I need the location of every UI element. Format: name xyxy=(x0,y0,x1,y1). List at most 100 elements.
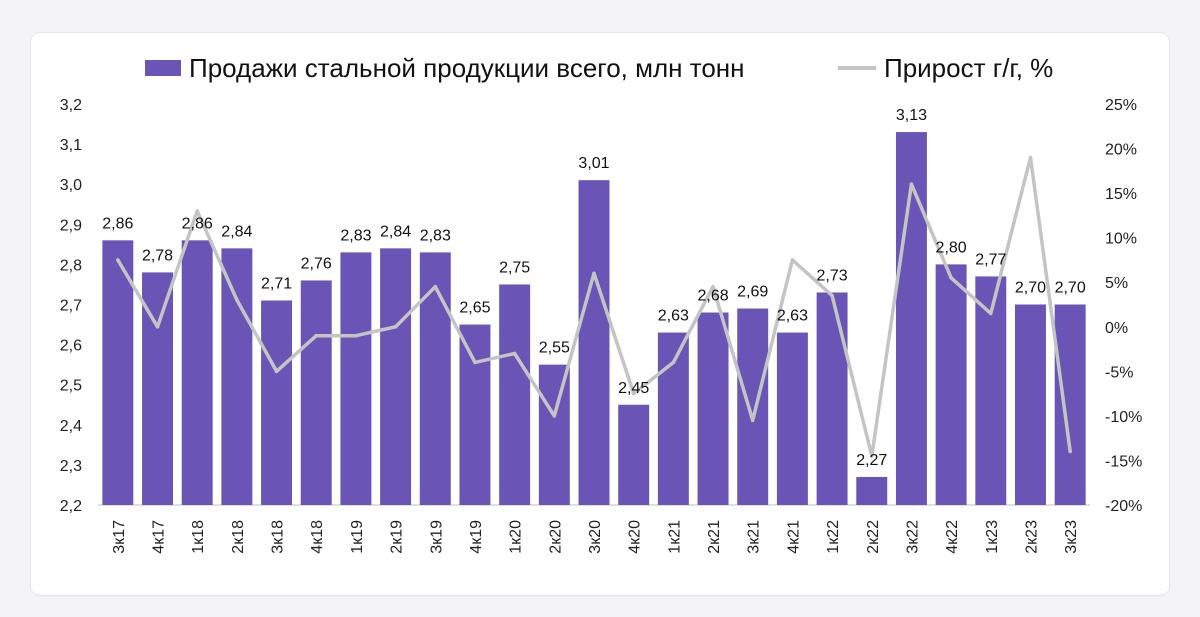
data-labels: 2,86 2,78 2,86 2,84 2,71 2,76 2,83 2,84 2,83 2,65… xyxy=(102,107,1086,469)
x-tick-label: 1к20 xyxy=(508,520,525,554)
growth-point xyxy=(116,258,120,262)
bar-value-label: 3,13 xyxy=(896,107,927,124)
bar-value-label: 2,70 xyxy=(1055,280,1086,297)
legend-line-label: Прирост г/г, % xyxy=(884,53,1053,83)
axes: 2,2 2,3 2,4 2,5 2,6 2,7 2,8 2,9 3,0 3,1 3,2 -20% -15… xyxy=(60,97,1143,554)
legend: Продажи стальной продукции всего, млн то… xyxy=(145,53,1053,83)
bar-value-label: 2,83 xyxy=(420,227,451,244)
growth-point xyxy=(473,360,477,365)
x-tick-label: 4к19 xyxy=(468,520,485,554)
bar-value-label: 2,27 xyxy=(856,452,887,469)
growth-point xyxy=(393,324,398,329)
growth-point xyxy=(1028,155,1033,160)
x-tick-label: 4к20 xyxy=(627,520,644,554)
bar xyxy=(618,404,650,505)
growth-point xyxy=(155,324,160,329)
bar-value-label: 2,75 xyxy=(499,259,530,276)
bar-value-label: 2,86 xyxy=(102,215,133,232)
bar xyxy=(657,332,689,505)
growth-point xyxy=(552,414,557,418)
legend-bar-swatch xyxy=(145,60,181,76)
x-tick-label: 4к22 xyxy=(944,520,961,554)
x-tick-label: 2к23 xyxy=(1023,520,1040,554)
x-tick-label: 2к22 xyxy=(865,520,882,554)
growth-point xyxy=(433,284,438,289)
bar xyxy=(499,284,531,505)
growth-point xyxy=(671,360,676,365)
bar-value-label: 2,69 xyxy=(737,284,768,301)
bar xyxy=(102,240,134,505)
bar xyxy=(776,332,808,505)
legend-bar-label: Продажи стальной продукции всего, млн то… xyxy=(189,53,745,83)
bar-value-label: 2,45 xyxy=(618,380,649,397)
growth-point xyxy=(790,258,795,262)
x-tick-label: 1к18 xyxy=(190,520,207,554)
x-tick-label: 3к22 xyxy=(904,520,921,554)
bar xyxy=(459,324,491,505)
growth-line xyxy=(116,155,1072,458)
growth-point xyxy=(354,333,358,338)
bar-value-label: 2,55 xyxy=(539,340,570,357)
bar xyxy=(856,476,888,505)
bar xyxy=(221,248,253,506)
y-right-tick-label: 0% xyxy=(1105,320,1128,337)
growth-point xyxy=(750,418,755,423)
growth-point xyxy=(909,182,914,186)
y-left-tick-label: 2,3 xyxy=(60,458,82,475)
bars xyxy=(102,132,1086,506)
bar xyxy=(816,292,848,505)
growth-point xyxy=(711,284,715,289)
bar-value-label: 2,63 xyxy=(777,308,808,325)
growth-point xyxy=(830,293,834,298)
y-left-tick-label: 3,2 xyxy=(60,97,82,114)
y-left-tick-label: 2,8 xyxy=(60,257,82,274)
y-left-tick-label: 2,7 xyxy=(60,298,82,315)
growth-point xyxy=(869,454,874,458)
x-tick-label: 1к21 xyxy=(666,520,683,554)
bar-value-label: 2,77 xyxy=(975,251,1006,268)
y-left-tick-label: 2,4 xyxy=(60,418,82,435)
bar xyxy=(380,248,412,506)
x-tick-label: 3к21 xyxy=(746,520,763,554)
bar-value-label: 2,63 xyxy=(658,308,689,325)
x-tick-label: 4к21 xyxy=(785,520,802,554)
bar xyxy=(737,308,769,505)
y-right-tick-label: 10% xyxy=(1105,231,1137,248)
bar-value-label: 2,76 xyxy=(301,255,332,272)
bar xyxy=(340,252,372,505)
bar-value-label: 2,78 xyxy=(142,247,173,264)
y-right-tick-label: 25% xyxy=(1105,97,1137,114)
growth-point xyxy=(1068,449,1072,454)
bar-value-label: 2,71 xyxy=(261,275,292,292)
bar xyxy=(419,252,451,505)
y-left-tick-label: 2,6 xyxy=(60,338,82,355)
growth-point xyxy=(235,298,239,302)
y-right-tick-label: -10% xyxy=(1105,409,1142,426)
x-tick-label: 2к19 xyxy=(389,520,406,554)
bar xyxy=(1054,304,1086,505)
y-left-tick-label: 3,0 xyxy=(60,177,82,194)
x-tick-label: 3к20 xyxy=(587,520,604,554)
bar-value-label: 2,65 xyxy=(459,300,490,317)
growth-point xyxy=(314,333,319,338)
bar-value-label: 2,86 xyxy=(182,215,213,232)
bar-value-label: 2,73 xyxy=(817,267,848,284)
bar-value-label: 2,80 xyxy=(936,239,967,256)
x-tick-label: 2к18 xyxy=(230,520,247,554)
bar xyxy=(538,364,570,505)
bar xyxy=(261,300,293,505)
y-left-tick-label: 2,2 xyxy=(60,498,82,515)
y-right-tick-label: -5% xyxy=(1105,364,1133,381)
x-tick-label: 1к19 xyxy=(349,520,366,554)
bar xyxy=(181,240,213,505)
growth-point xyxy=(274,369,279,374)
bar-value-label: 2,84 xyxy=(380,223,411,240)
growth-point xyxy=(592,271,596,276)
bar xyxy=(697,312,729,505)
x-tick-label: 4к18 xyxy=(309,520,326,554)
x-tick-label: 3к23 xyxy=(1063,520,1080,554)
growth-point xyxy=(512,351,517,356)
bar-value-label: 2,83 xyxy=(340,227,371,244)
bar xyxy=(300,280,332,505)
